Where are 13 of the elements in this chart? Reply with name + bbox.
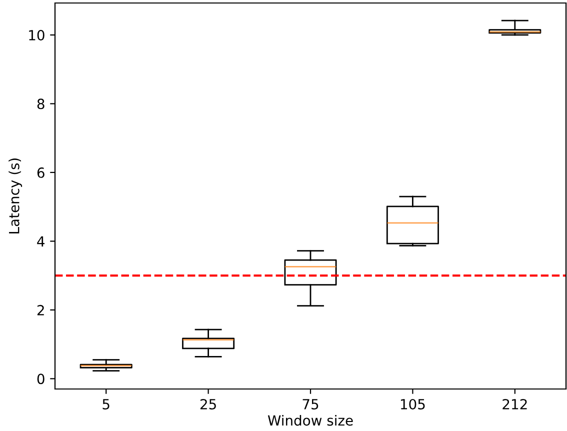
x-tick-label: 25 xyxy=(200,398,216,410)
x-tick-label: 105 xyxy=(400,398,425,410)
y-tick-label: 10 xyxy=(29,30,44,40)
x-tick-label: 212 xyxy=(502,398,527,410)
y-tick-label: 4 xyxy=(37,236,44,246)
y-tick-label: 0 xyxy=(37,374,44,384)
y-axis-title: Latency (s) xyxy=(8,158,22,234)
y-tick-label: 8 xyxy=(37,98,44,110)
y-tick-label: 6 xyxy=(37,167,44,178)
x-axis-title: Window size xyxy=(268,414,353,426)
x-tick-label: 5 xyxy=(102,399,110,410)
x-tick-label: 75 xyxy=(302,399,318,410)
y-tick-label: 2 xyxy=(37,304,44,316)
